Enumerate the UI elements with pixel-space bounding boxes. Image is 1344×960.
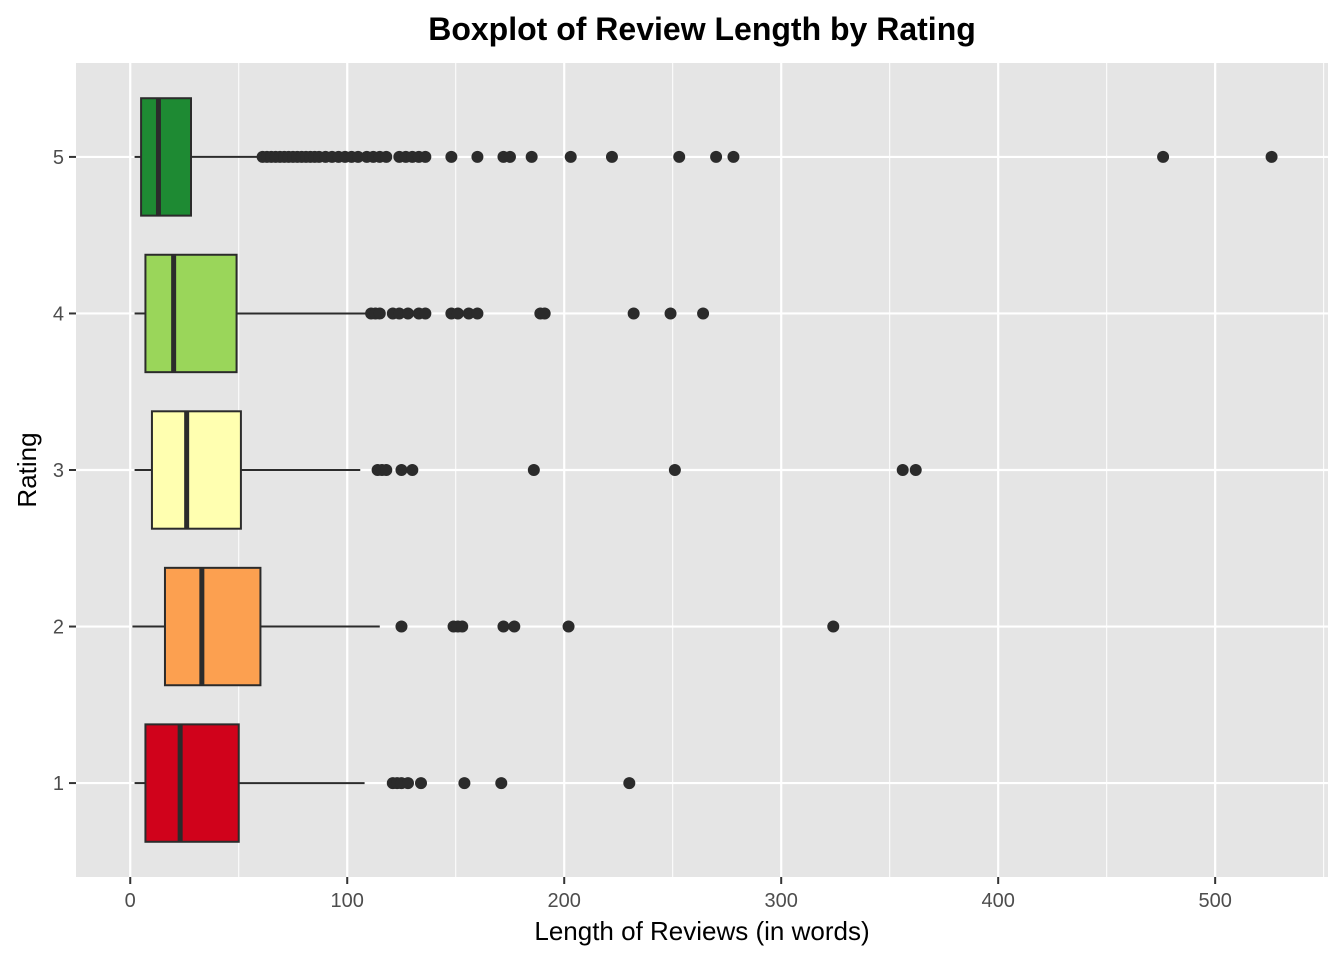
outlier-point [497,620,510,633]
outlier-point [380,464,393,476]
outlier-point [458,777,471,790]
y-tick-label: 4 [53,303,64,325]
outlier-point [380,150,393,163]
x-tick-label: 0 [125,890,136,912]
y-axis-title: Rating [12,432,42,507]
outlier-point [401,307,414,320]
box-iqr [144,253,238,374]
outlier-point [508,620,521,633]
outlier-point [395,464,408,476]
x-tick-label: 100 [331,890,364,912]
outlier-point [406,464,419,476]
x-tick-label: 500 [1198,890,1231,912]
outlier-point [495,777,508,790]
x-axis-title: Length of Reviews (in words) [534,916,869,946]
outlier-point [373,307,386,320]
box-rating-3 [134,410,922,530]
x-tick-label: 300 [765,890,798,912]
outlier-point [627,307,640,320]
box-iqr [140,97,193,217]
y-tick-label: 2 [53,617,64,639]
outlier-point [456,620,469,633]
outlier-point [419,307,432,320]
box-iqr [144,723,240,843]
outlier-point [562,620,575,633]
x-axis: 0 100 200 300 400 500 [125,877,1232,912]
y-tick-label: 5 [53,147,64,169]
outlier-point [697,307,710,320]
outlier-point [664,307,677,320]
outlier-point [451,307,464,320]
outlier-point [527,464,540,476]
outlier-point [419,150,432,163]
outlier-point [896,464,909,476]
box-rating-1 [134,723,636,843]
y-tick-label: 1 [53,773,64,795]
outlier-point [395,620,408,633]
y-tick-label: 3 [53,460,64,482]
outlier-point [623,777,636,790]
outlier-point [503,150,516,163]
outlier-point [727,150,740,163]
box-rating-5 [134,97,1278,217]
x-tick-label: 200 [548,890,581,912]
outlier-point [538,307,551,320]
chart-title: Boxplot of Review Length by Rating [428,11,976,47]
box-iqr [163,566,262,687]
outlier-point [445,150,458,163]
outlier-point [1157,150,1170,163]
outlier-point [564,150,577,163]
box-iqr [150,410,242,530]
outlier-point [827,620,840,633]
outlier-point [401,777,414,790]
outlier-point [605,150,618,163]
outlier-point [668,464,681,476]
outlier-point [462,307,475,320]
outlier-point [710,150,723,163]
outlier-point [415,777,428,790]
box-rating-4 [134,253,710,374]
outlier-point [471,150,484,163]
outlier-point [471,307,484,320]
outlier-point [1265,150,1278,163]
outlier-point [352,150,365,163]
x-tick-label: 400 [981,890,1014,912]
box-rating-2 [132,566,840,687]
y-axis: 1 2 3 4 5 [53,147,76,795]
outlier-point [909,464,922,476]
outlier-point [673,150,686,163]
box-series [132,97,1278,843]
outlier-point [393,307,406,320]
outlier-point [525,150,538,163]
